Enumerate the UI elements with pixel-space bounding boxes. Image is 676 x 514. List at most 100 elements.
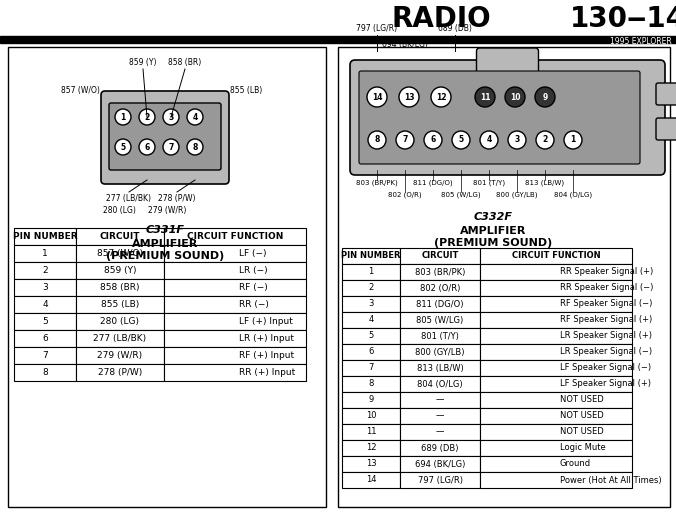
Bar (400, 248, 480, 264)
Text: AMPLIFIER: AMPLIFIER (132, 239, 198, 249)
Text: 279 (W/R): 279 (W/R) (148, 206, 186, 215)
Text: 4: 4 (486, 136, 491, 144)
Text: 803 (BR/PK): 803 (BR/PK) (356, 180, 398, 187)
Circle shape (508, 131, 526, 149)
Bar (400, 408, 480, 424)
Text: 280 (LG): 280 (LG) (101, 317, 139, 326)
Text: —: — (436, 428, 444, 436)
FancyBboxPatch shape (101, 91, 229, 184)
Circle shape (163, 109, 179, 125)
Text: 3: 3 (42, 283, 48, 292)
Bar (480, 472, 632, 488)
Text: 11: 11 (366, 428, 377, 436)
Bar (14, 330, 76, 347)
Bar (342, 440, 400, 456)
Text: 1995 EXPLORER: 1995 EXPLORER (610, 37, 672, 46)
Bar (400, 392, 480, 408)
Bar (164, 347, 306, 364)
Bar (14, 228, 76, 245)
Text: RADIO: RADIO (392, 5, 491, 33)
Text: 811 (DG/O): 811 (DG/O) (413, 180, 453, 187)
Circle shape (187, 139, 203, 155)
Text: 277 (LB/BK): 277 (LB/BK) (93, 334, 147, 343)
Text: 3: 3 (514, 136, 520, 144)
FancyBboxPatch shape (350, 60, 665, 175)
Bar (480, 392, 632, 408)
Text: 2: 2 (145, 113, 149, 121)
Bar (14, 279, 76, 296)
Text: 694 (BK/LG): 694 (BK/LG) (382, 40, 428, 49)
Bar (342, 392, 400, 408)
Bar (342, 344, 400, 360)
Text: RF (+) Input: RF (+) Input (239, 351, 294, 360)
Text: AMPLIFIER: AMPLIFIER (460, 226, 527, 236)
Text: NOT USED: NOT USED (560, 395, 604, 405)
Bar (76, 279, 164, 296)
Bar (480, 296, 632, 312)
Circle shape (368, 131, 386, 149)
Bar (76, 313, 164, 330)
Bar (76, 296, 164, 313)
Text: 7: 7 (402, 136, 408, 144)
Bar (342, 280, 400, 296)
Bar (400, 440, 480, 456)
Bar (480, 376, 632, 392)
Text: Ground: Ground (560, 460, 591, 468)
Text: 6: 6 (145, 142, 149, 152)
FancyBboxPatch shape (109, 103, 221, 170)
Bar (14, 364, 76, 381)
Bar (338, 47, 670, 507)
Bar (342, 360, 400, 376)
Bar (480, 360, 632, 376)
Circle shape (115, 139, 131, 155)
Text: 2: 2 (368, 284, 374, 292)
Bar (480, 408, 632, 424)
Text: 8: 8 (42, 368, 48, 377)
Text: 801 (T/Y): 801 (T/Y) (421, 332, 459, 340)
Bar (342, 424, 400, 440)
Text: 804 (O/LG): 804 (O/LG) (554, 192, 592, 198)
Bar (400, 328, 480, 344)
Text: RR (+) Input: RR (+) Input (239, 368, 295, 377)
Text: 4: 4 (42, 300, 48, 309)
Text: 6: 6 (431, 136, 435, 144)
Text: RF Speaker Signal (+): RF Speaker Signal (+) (560, 316, 652, 324)
Bar (342, 376, 400, 392)
Text: 278 (P/W): 278 (P/W) (98, 368, 142, 377)
Text: 5: 5 (458, 136, 464, 144)
Text: 4: 4 (193, 113, 197, 121)
Text: 7: 7 (168, 142, 174, 152)
Bar (76, 330, 164, 347)
Text: 279 (W/R): 279 (W/R) (97, 351, 143, 360)
Text: LR Speaker Signal (+): LR Speaker Signal (+) (560, 332, 652, 340)
Circle shape (564, 131, 582, 149)
Bar (400, 344, 480, 360)
Text: 278 (P/W): 278 (P/W) (158, 194, 196, 203)
Text: Logic Mute: Logic Mute (560, 444, 606, 452)
Text: 811 (DG/O): 811 (DG/O) (416, 300, 464, 308)
Bar (342, 312, 400, 328)
Text: 857 (W/O): 857 (W/O) (97, 249, 143, 258)
Text: 2: 2 (42, 266, 48, 275)
Text: 13: 13 (366, 460, 377, 468)
Text: 858 (BR): 858 (BR) (100, 283, 140, 292)
Text: RR Speaker Signal (+): RR Speaker Signal (+) (560, 267, 653, 277)
Circle shape (367, 87, 387, 107)
FancyBboxPatch shape (477, 48, 539, 74)
Text: 859 (Y): 859 (Y) (103, 266, 137, 275)
Text: 802 (O/R): 802 (O/R) (420, 284, 460, 292)
FancyBboxPatch shape (656, 83, 676, 105)
Bar (14, 296, 76, 313)
Bar (342, 408, 400, 424)
Bar (400, 456, 480, 472)
Bar (342, 472, 400, 488)
Text: 813 (LB/W): 813 (LB/W) (416, 363, 463, 373)
Bar (14, 245, 76, 262)
Text: 11: 11 (480, 93, 490, 101)
Circle shape (163, 139, 179, 155)
Circle shape (396, 131, 414, 149)
Text: RF Speaker Signal (−): RF Speaker Signal (−) (560, 300, 652, 308)
Text: LR (−): LR (−) (239, 266, 268, 275)
Text: RF (−): RF (−) (239, 283, 268, 292)
Bar (400, 296, 480, 312)
